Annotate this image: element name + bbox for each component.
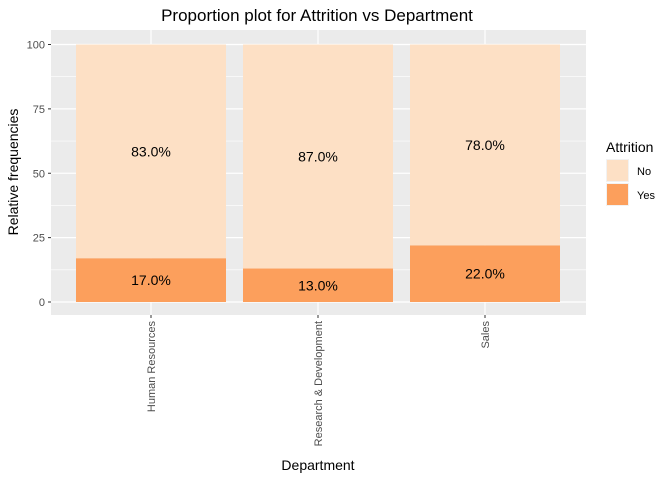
bar-label-group: 17.0% 83.0% 13.0% 87.0% 22.0% 78.0% xyxy=(131,137,505,293)
bar-label-yes: 17.0% xyxy=(131,272,171,288)
legend: Attrition No Yes xyxy=(606,139,655,206)
bar-label-yes: 13.0% xyxy=(298,277,338,293)
y-tick-label: 25 xyxy=(33,233,45,245)
y-axis-title: Relative frequencies xyxy=(5,109,21,236)
legend-swatch-yes xyxy=(607,184,628,205)
bar-label-no: 83.0% xyxy=(131,143,171,159)
y-tick-label: 0 xyxy=(39,297,45,309)
x-axis: Human Resources Research & Development Sal… xyxy=(146,315,492,446)
x-tick-label: Research & Development xyxy=(313,321,325,446)
x-tick-label: Human Resources xyxy=(146,321,158,413)
bar-yes xyxy=(410,245,560,302)
legend-title: Attrition xyxy=(606,139,653,155)
legend-label-yes: Yes xyxy=(637,190,655,202)
y-tick-label: 50 xyxy=(33,168,45,180)
legend-label-no: No xyxy=(637,166,651,178)
bar-yes xyxy=(243,268,393,302)
bar-no xyxy=(243,44,393,269)
bar-no xyxy=(76,44,226,259)
x-axis-title: Department xyxy=(281,457,354,473)
bar-label-no: 87.0% xyxy=(298,149,338,165)
bar-no xyxy=(410,44,560,246)
chart-title: Proportion plot for Attrition vs Departm… xyxy=(161,6,473,25)
legend-swatch-no xyxy=(607,160,628,181)
y-tick-label: 100 xyxy=(27,40,45,52)
bar-yes xyxy=(76,258,226,302)
y-tick-label: 75 xyxy=(33,104,45,116)
bar-group xyxy=(76,44,560,302)
y-axis: 0 25 50 75 100 xyxy=(27,40,51,309)
bar-label-no: 78.0% xyxy=(465,137,505,153)
bar-label-yes: 22.0% xyxy=(465,266,505,282)
x-tick-label: Sales xyxy=(480,321,492,349)
